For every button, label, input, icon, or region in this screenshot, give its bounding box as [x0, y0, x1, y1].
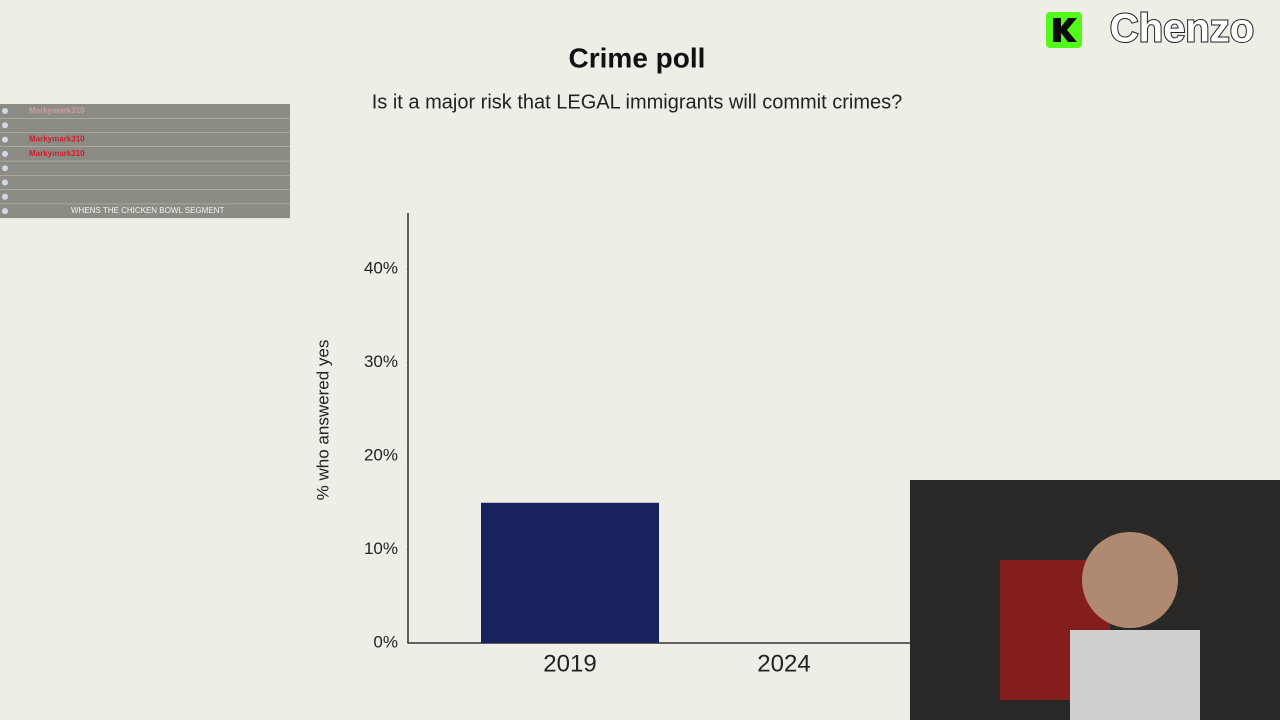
- chat-row: [0, 204, 290, 219]
- x-tick-label: 2024: [757, 650, 810, 677]
- chat-message: WHENS THE CHICKEN BOWL SEGMENT: [71, 206, 224, 215]
- chat-row: [0, 175, 290, 190]
- chat-row: [0, 118, 290, 133]
- chat-row: [0, 161, 290, 176]
- y-tick-label: 0%: [373, 632, 398, 651]
- chart-title: Crime poll: [569, 42, 706, 73]
- y-tick-label: 30%: [364, 352, 398, 371]
- webcam-shirt: [1070, 630, 1200, 720]
- y-tick-label: 10%: [364, 539, 398, 558]
- webcam-person: [1082, 532, 1178, 628]
- chat-row: [0, 146, 290, 161]
- chat-user: Markymark310: [29, 149, 85, 158]
- chat-user: Markymark310: [29, 135, 85, 144]
- y-tick-label: 40%: [364, 259, 398, 278]
- chat-overlay: Markymark310 Markymark310 Markymark310 WHEN…: [0, 104, 290, 219]
- y-axis-label: % who answered yes: [313, 340, 332, 501]
- chat-badge: [2, 179, 8, 186]
- logo-text: Chenzo: [1110, 7, 1254, 51]
- chat-badge: [2, 150, 8, 157]
- chat-badge: [2, 108, 8, 114]
- x-tick-label: 2019: [543, 650, 596, 677]
- chat-badge: [2, 122, 8, 129]
- chat-row: [0, 104, 290, 118]
- chat-row: [0, 132, 290, 147]
- chat-user: Markymark310: [29, 106, 85, 115]
- y-tick-label: 20%: [364, 446, 398, 465]
- chat-badge: [2, 165, 8, 172]
- chart-subtitle: Is it a major risk that LEGAL immigrants…: [372, 91, 902, 113]
- chat-badge: [2, 136, 8, 143]
- chat-badge: [2, 208, 8, 215]
- chat-row: [0, 189, 290, 204]
- logo-mark: [1053, 18, 1077, 42]
- bar: [481, 502, 659, 643]
- chat-badge: [2, 193, 8, 200]
